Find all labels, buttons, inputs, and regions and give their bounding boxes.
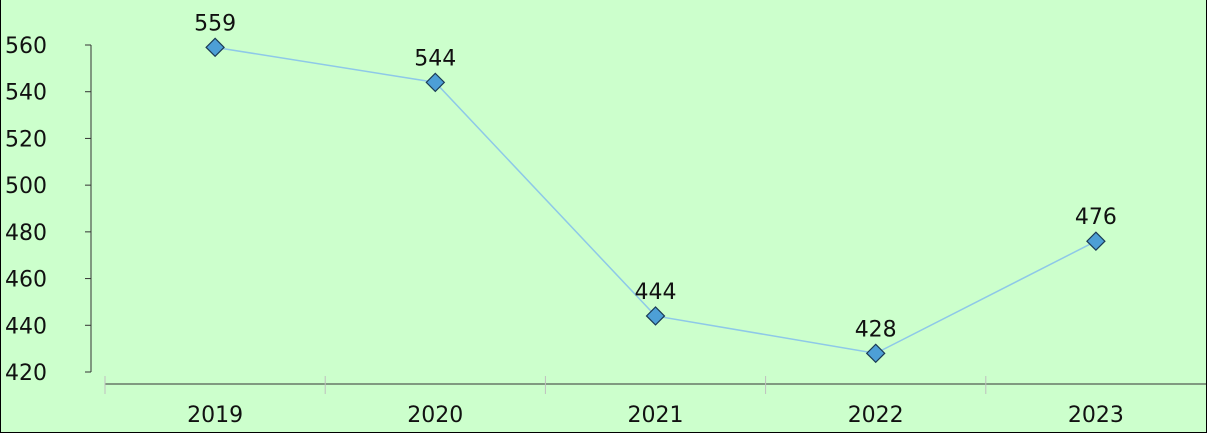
data-point-marker [865,343,886,364]
y-tick-label: 420 [5,361,47,386]
data-label: 476 [1075,205,1117,230]
x-tick-label: 2022 [848,403,904,428]
data-labels: 559 544 444 428 476 [194,11,1117,342]
data-point-marker [1086,231,1106,252]
x-tick-label: 2019 [187,403,243,428]
y-axis: 560 540 520 500 480 460 440 420 [5,34,92,386]
y-tick-label: 460 [5,268,47,293]
y-tick-label: 500 [5,174,47,199]
data-label: 544 [414,46,456,71]
x-tick-label: 2023 [1068,403,1124,428]
series-line-group [205,37,1106,364]
y-tick-label: 560 [5,34,47,59]
x-tick-label: 2021 [628,403,684,428]
y-tick-label: 440 [5,314,47,339]
y-tick-label: 480 [5,221,47,246]
data-point-marker [205,37,225,58]
x-tick-label: 2020 [407,403,463,428]
y-tick-label: 540 [5,81,47,106]
data-point-marker [645,306,666,326]
data-label: 559 [194,11,236,36]
data-label: 444 [635,280,677,305]
y-tick-label: 520 [5,127,47,152]
data-point-marker [425,72,446,93]
data-label: 428 [855,317,897,342]
x-axis: 2019 2020 2021 2022 2023 [104,376,1206,428]
